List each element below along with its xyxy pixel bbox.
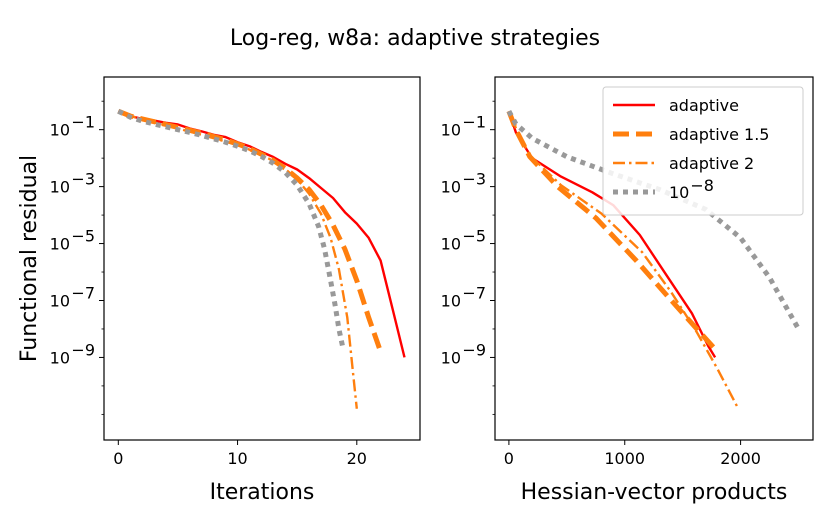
y-tick-exponent: −9: [462, 340, 486, 359]
x-axis-label: Iterations: [210, 480, 315, 505]
y-tick-label: 10: [441, 121, 461, 140]
legend-label: adaptive 2: [669, 154, 754, 173]
y-tick-exponent: −5: [71, 227, 95, 246]
x-tick-label: 0: [504, 449, 514, 468]
y-tick-label: 10: [50, 121, 70, 140]
legend: adaptive adaptive 1.5 adaptive 2 10 −8: [602, 86, 804, 216]
legend-box: [602, 86, 804, 216]
y-tick-label: 10: [441, 348, 461, 367]
x-tick-label: 0: [113, 449, 123, 468]
y-tick-exponent: −1: [71, 113, 95, 132]
x-tick-label: 10: [227, 449, 247, 468]
series-line-adaptive-2: [117, 110, 358, 409]
y-tick-label: 10: [441, 235, 461, 254]
series-line-1e-8: [506, 110, 801, 331]
y-tick-label: 10: [441, 291, 461, 310]
legend-label: 10: [669, 183, 689, 202]
y-tick-label: 10: [50, 235, 70, 254]
legend-label-exponent: −8: [690, 176, 714, 195]
y-axis-label: Functional residual: [17, 155, 42, 362]
y-tick-exponent: −7: [462, 283, 486, 302]
x-tick-label: 20: [347, 449, 367, 468]
y-tick-label: 10: [50, 178, 70, 197]
y-tick-exponent: −3: [462, 170, 486, 189]
series-line-adaptive: [117, 110, 406, 358]
legend-label: adaptive: [669, 96, 739, 115]
y-tick-exponent: −7: [71, 283, 95, 302]
series-line-1e-8: [117, 108, 345, 347]
axes-frame: [103, 76, 421, 441]
y-tick-exponent: −9: [71, 340, 95, 359]
series-line-adaptive-1-5: [117, 108, 383, 353]
axes-frame: [494, 76, 814, 441]
figure-title: Log-reg, w8a: adaptive strategies: [230, 26, 600, 51]
x-tick-label: 1000: [604, 449, 645, 468]
y-tick-exponent: −5: [462, 227, 486, 246]
series-line-adaptive-2: [507, 110, 740, 410]
x-tick-label: 2000: [720, 449, 761, 468]
y-tick-exponent: −1: [462, 113, 486, 132]
y-tick-label: 10: [441, 178, 461, 197]
y-tick-label: 10: [50, 348, 70, 367]
y-tick-label: 10: [50, 291, 70, 310]
y-tick-exponent: −3: [71, 170, 95, 189]
x-axis-label: Hessian-vector products: [521, 480, 788, 505]
legend-label: adaptive 1.5: [669, 125, 769, 144]
